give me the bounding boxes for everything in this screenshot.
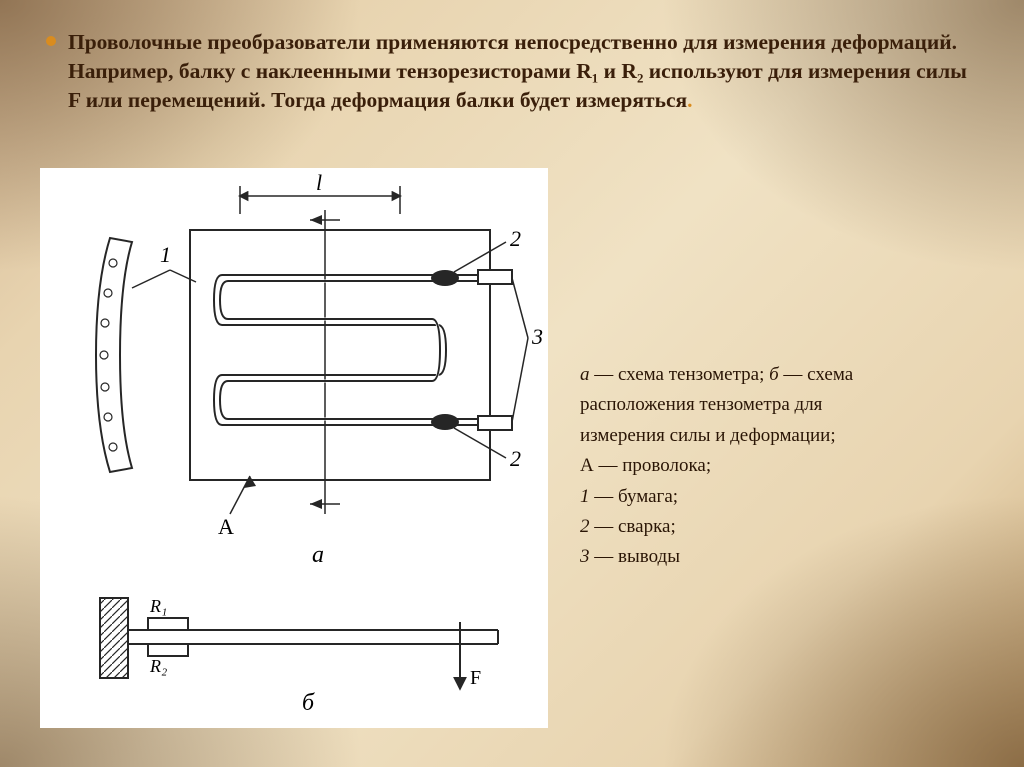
diagram-panel: l — [40, 168, 548, 728]
heading-dot: . — [687, 88, 692, 112]
label-F: F — [470, 667, 481, 689]
label-R2: R₂ — [149, 656, 167, 676]
label-b: б — [302, 690, 315, 716]
label-R1: R₁ — [149, 596, 167, 616]
heading-block: Проволочные преобразователи применяются … — [40, 28, 984, 115]
label-A: А — [218, 514, 234, 539]
label-a: а — [312, 542, 324, 568]
legend-block: а — схема тензометра; б — схема располож… — [580, 360, 960, 573]
legend-line: расположения тензометра для — [580, 390, 960, 420]
label-2-top: 2 — [510, 226, 521, 251]
label-1: 1 — [160, 242, 171, 267]
bullet-icon — [46, 36, 56, 46]
legend-line: А — проволока; — [580, 451, 960, 481]
label-2-bot: 2 — [510, 446, 521, 471]
legend-line: 1 — бумага; — [580, 482, 960, 512]
legend-line: а — схема тензометра; б — схема — [580, 360, 960, 390]
label-3: 3 — [531, 324, 543, 349]
diagram-svg: l — [40, 168, 548, 728]
legend-line: 2 — сварка; — [580, 512, 960, 542]
legend-line: 3 — выводы — [580, 542, 960, 572]
heading-text: Проволочные преобразователи применяются … — [68, 30, 967, 112]
label-l: l — [316, 170, 322, 195]
legend-line: измерения силы и деформации; — [580, 421, 960, 451]
